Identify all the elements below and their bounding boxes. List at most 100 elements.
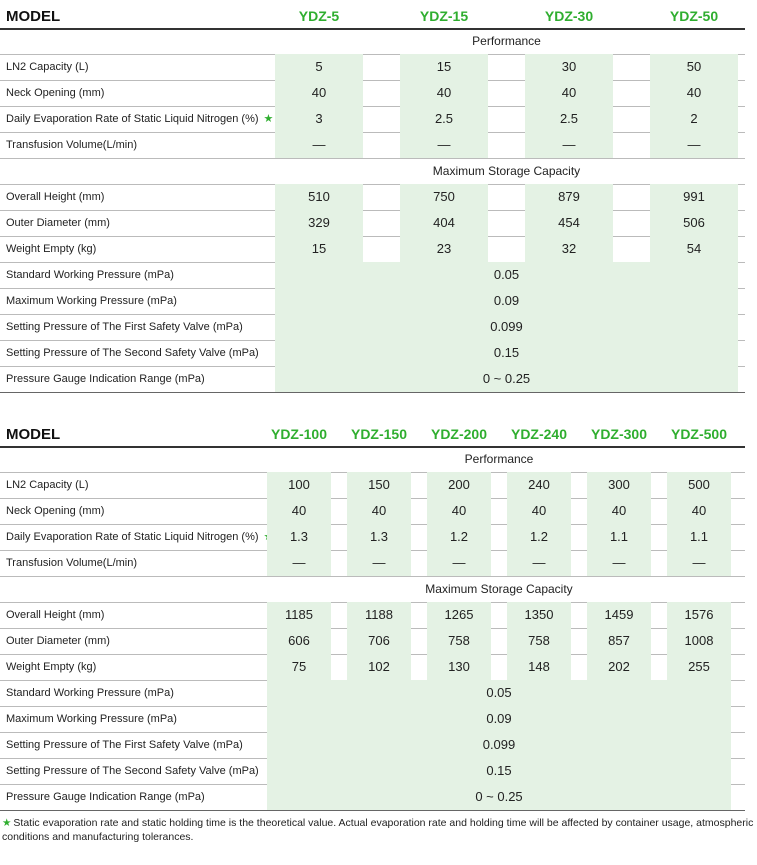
cell-value: 2 [690, 111, 698, 126]
cell-value: 758 [528, 633, 550, 648]
model-name: YDZ-5 [298, 8, 340, 24]
row-label: Standard Working Pressure (mPa) [6, 262, 271, 288]
cell-value: 40 [436, 85, 452, 100]
cell-value: — [372, 555, 386, 570]
label-text: Maximum Working Pressure (mPa) [6, 295, 177, 307]
label-text: Overall Height (mm) [6, 191, 105, 203]
shared-band [275, 314, 738, 340]
model-header: MODEL [6, 426, 61, 443]
column-band [667, 628, 731, 654]
label-text: LN2 Capacity (L) [6, 61, 89, 73]
column-band [267, 524, 331, 550]
label-text: Neck Opening (mm) [6, 87, 105, 99]
cell-value: 1576 [684, 607, 714, 622]
cell-value: 102 [368, 659, 390, 674]
column-band [650, 236, 738, 262]
cell-value: — [687, 137, 701, 152]
cell-value: 606 [288, 633, 310, 648]
model-name: YDZ-240 [510, 426, 568, 442]
cell-value: 300 [608, 477, 630, 492]
column-band [427, 602, 491, 628]
cell-value: — [312, 137, 326, 152]
label-text: Daily Evaporation Rate of Static Liquid … [6, 113, 259, 125]
cell-value: 1.3 [369, 529, 389, 544]
row-rule [0, 54, 745, 55]
cell-value: — [612, 555, 626, 570]
column-band [650, 184, 738, 210]
label-text: Transfusion Volume(L/min) [6, 557, 138, 569]
shared-band [267, 732, 731, 758]
column-band [525, 132, 613, 158]
label-text: Pressure Gauge Indication Range (mPa) [6, 373, 205, 385]
column-band [347, 550, 411, 576]
column-band [525, 54, 613, 80]
cell-value: 1.2 [449, 529, 469, 544]
row-rule [0, 132, 745, 133]
label-text: Weight Empty (kg) [6, 661, 97, 673]
row-label: Pressure Gauge Indication Range (mPa) [6, 366, 271, 392]
column-band [667, 498, 731, 524]
column-band [427, 472, 491, 498]
cell-value: 54 [686, 241, 702, 256]
cell-value: 1459 [604, 607, 634, 622]
footnote: ★ Static evaporation rate and static hold… [2, 816, 754, 844]
column-band [587, 602, 651, 628]
section-title: Maximum Storage Capacity [425, 582, 573, 596]
cell-value: 750 [433, 189, 455, 204]
cell-value: 23 [436, 241, 452, 256]
cell-value: 75 [291, 659, 307, 674]
shared-value: 0.05 [493, 267, 520, 282]
row-label: Maximum Working Pressure (mPa) [6, 706, 276, 732]
cell-value: 1.1 [689, 529, 709, 544]
row-label: Weight Empty (kg) [6, 654, 276, 680]
column-band [650, 54, 738, 80]
column-band [347, 654, 411, 680]
row-label: Outer Diameter (mm) [6, 210, 271, 236]
row-label: Weight Empty (kg) [6, 236, 271, 262]
label-text: Daily Evaporation Rate of Static Liquid … [6, 531, 259, 543]
label-text: Setting Pressure of The First Safety Val… [6, 321, 243, 333]
cell-value: 15 [436, 59, 452, 74]
label-text: Weight Empty (kg) [6, 243, 97, 255]
column-band [267, 498, 331, 524]
shared-value: 0.09 [493, 293, 520, 308]
label-text: LN2 Capacity (L) [6, 479, 89, 491]
label-text: Standard Working Pressure (mPa) [6, 269, 174, 281]
row-label: Daily Evaporation Rate of Static Liquid … [6, 106, 273, 132]
section-title: Maximum Storage Capacity [432, 164, 581, 178]
shared-band [267, 680, 731, 706]
row-label: Neck Opening (mm) [6, 498, 276, 524]
shared-value: 0 ~ 0.25 [482, 371, 531, 386]
column-band [267, 602, 331, 628]
row-label: Maximum Working Pressure (mPa) [6, 288, 271, 314]
row-rule [0, 158, 745, 159]
cell-value: 202 [608, 659, 630, 674]
shared-value: 0.15 [486, 763, 512, 778]
label-text: Neck Opening (mm) [6, 505, 105, 517]
column-band [400, 210, 488, 236]
column-band [347, 524, 411, 550]
cell-value: 100 [288, 477, 310, 492]
label-text: Setting Pressure of The Second Safety Va… [6, 347, 259, 359]
column-band [347, 498, 411, 524]
cell-value: 3 [315, 111, 323, 126]
column-band [427, 498, 491, 524]
column-band [667, 524, 731, 550]
column-band [525, 236, 613, 262]
model-name: YDZ-150 [350, 426, 408, 442]
column-band [587, 550, 651, 576]
cell-value: — [452, 555, 466, 570]
cell-value: 148 [528, 659, 550, 674]
cell-value: 40 [691, 503, 707, 518]
column-band [400, 132, 488, 158]
row-label: LN2 Capacity (L) [6, 54, 271, 80]
shared-value: 0.09 [486, 711, 512, 726]
footnote-text: Static evaporation rate and static holdi… [2, 817, 754, 843]
column-band [507, 628, 571, 654]
shared-band [267, 706, 731, 732]
shared-value: 0.15 [493, 345, 520, 360]
cell-value: 1188 [365, 607, 393, 622]
label-text: Transfusion Volume(L/min) [6, 139, 138, 151]
column-band [587, 654, 651, 680]
cell-value: 329 [308, 215, 330, 230]
